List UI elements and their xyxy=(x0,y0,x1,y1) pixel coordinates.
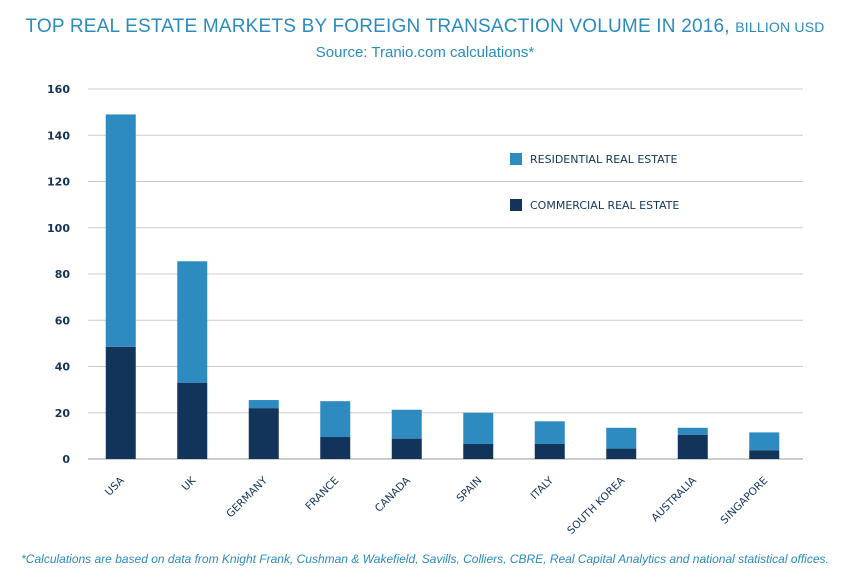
x-tick-label: AUSTRALIA xyxy=(649,474,699,524)
bar-commercial xyxy=(606,448,637,459)
bar-commercial xyxy=(248,408,279,459)
bar-commercial xyxy=(749,450,780,459)
y-tick-label: 80 xyxy=(55,268,71,281)
bar-commercial xyxy=(391,438,422,459)
y-tick-label: 120 xyxy=(47,176,70,189)
x-tick-label: GERMANY xyxy=(224,474,270,520)
y-tick-label: 20 xyxy=(55,407,71,420)
x-tick-label: CANADA xyxy=(373,474,414,515)
bar-commercial xyxy=(105,346,136,459)
bar-residential xyxy=(749,432,780,451)
bar-commercial xyxy=(177,382,208,459)
bar-residential xyxy=(248,400,279,409)
x-tick-label: SOUTH KOREA xyxy=(565,474,628,537)
x-tick-label: FRANCE xyxy=(303,475,341,513)
x-tick-label: USA xyxy=(103,474,127,498)
chart-title-unit: BILLION USD xyxy=(735,19,825,35)
y-tick-label: 160 xyxy=(47,83,70,96)
bar-commercial xyxy=(534,443,565,459)
bar-residential xyxy=(606,427,637,449)
bar-commercial xyxy=(463,443,494,459)
legend-swatch xyxy=(510,153,522,165)
legend-label: COMMERCIAL REAL ESTATE xyxy=(530,199,679,212)
bar-commercial xyxy=(677,434,708,459)
bar-commercial xyxy=(320,437,351,459)
x-tick-label: SINGAPORE xyxy=(718,475,770,527)
bar-residential xyxy=(677,427,708,435)
legend-label: RESIDENTIAL REAL ESTATE xyxy=(530,153,678,166)
bar-residential xyxy=(463,412,494,444)
legend-swatch xyxy=(510,199,522,211)
bar-residential xyxy=(320,401,351,438)
y-tick-label: 100 xyxy=(47,222,70,235)
y-tick-label: 0 xyxy=(62,453,70,466)
chart-title-main: TOP REAL ESTATE MARKETS BY FOREIGN TRANS… xyxy=(25,16,730,37)
x-tick-label: ITALY xyxy=(528,474,556,502)
y-tick-label: 60 xyxy=(55,314,71,327)
bar-residential xyxy=(105,114,136,347)
x-tick-label: SPAIN xyxy=(454,475,484,505)
x-tick-label: UK xyxy=(180,474,200,494)
y-tick-label: 40 xyxy=(55,361,71,374)
bar-residential xyxy=(391,409,422,439)
bar-residential xyxy=(177,261,208,383)
chart-title: TOP REAL ESTATE MARKETS BY FOREIGN TRANS… xyxy=(0,16,850,38)
bar-residential xyxy=(534,421,565,444)
chart-subtitle: Source: Tranio.com calculations* xyxy=(315,44,535,61)
y-tick-label: 140 xyxy=(47,129,70,142)
footnote: *Calculations are based on data from Kni… xyxy=(21,552,829,566)
